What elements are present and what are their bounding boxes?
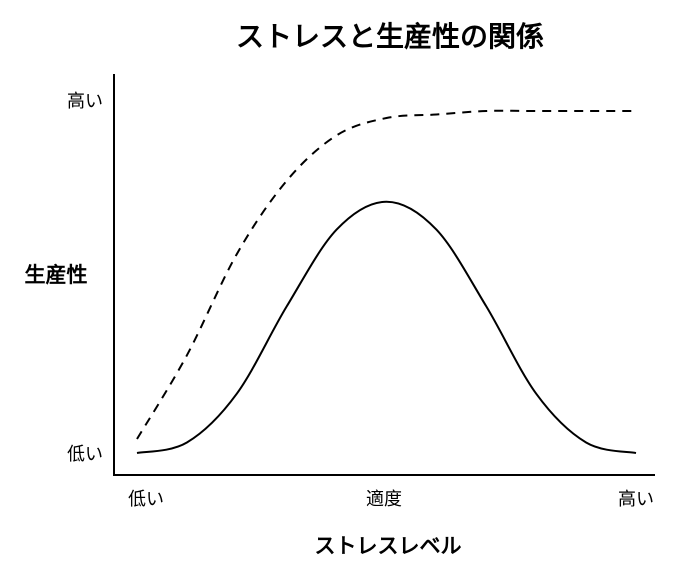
plot-area	[136, 109, 637, 454]
y-tick-label-low: 低い	[67, 444, 103, 465]
dashed-series-line	[136, 109, 636, 440]
x-tick-label-low: 低い	[128, 489, 164, 510]
x-axis-title: ストレスレベル	[315, 534, 462, 558]
y-tick-label-high: 高い	[67, 91, 103, 112]
y-axis-title: 生産性	[25, 263, 88, 287]
solid-series-line	[136, 200, 637, 454]
x-tick-label-high: 高い	[618, 489, 654, 510]
chart-title: ストレスと生産性の関係	[236, 20, 544, 53]
x-tick-label-moderate: 適度	[366, 489, 402, 510]
